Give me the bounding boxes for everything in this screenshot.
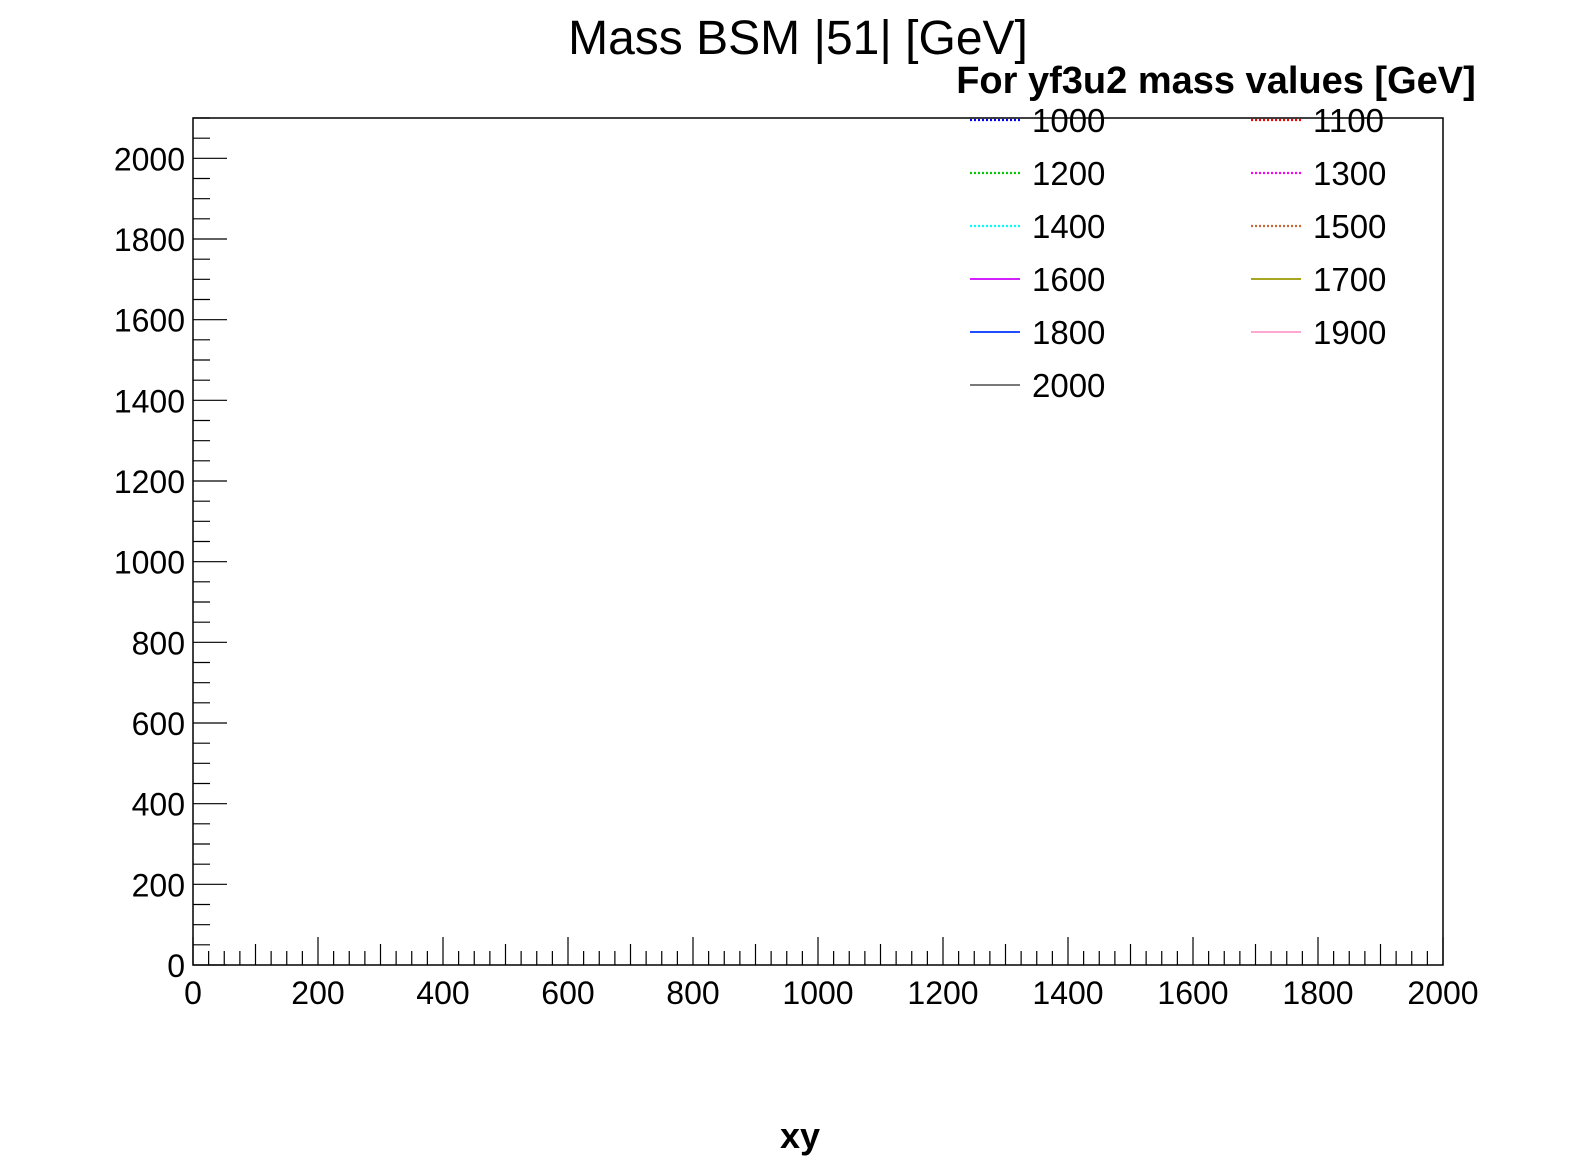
x-tick-label: 1000 [782,975,853,1011]
x-tick-label: 600 [541,975,594,1011]
legend-item-label: 1000 [1032,102,1105,139]
legend-item-label: 1300 [1313,155,1386,192]
y-tick-label: 600 [132,706,185,742]
x-tick-label: 0 [184,975,202,1011]
y-tick-label: 2000 [114,141,185,177]
legend-item-label: 1400 [1032,208,1105,245]
legend-item-label: 1800 [1032,314,1105,351]
y-tick-label: 1200 [114,464,185,500]
chart-title: Mass BSM |51| [GeV] [568,12,1028,65]
x-axis-label: xy [780,1115,820,1156]
x-tick-label: 1800 [1282,975,1353,1011]
x-tick-label: 2000 [1407,975,1478,1011]
y-tick-label: 200 [132,867,185,903]
legend-item-label: 1600 [1032,261,1105,298]
legend-item-label: 1700 [1313,261,1386,298]
x-tick-label: 400 [416,975,469,1011]
y-tick-label: 400 [132,787,185,823]
legend-item-label: 1900 [1313,314,1386,351]
legend-title: For yf3u2 mass values [GeV] [956,60,1476,102]
legend-item-label: 2000 [1032,367,1105,404]
y-tick-label: 1000 [114,545,185,581]
y-tick-label: 0 [167,948,185,984]
y-tick-label: 800 [132,625,185,661]
legend-item-label: 1500 [1313,208,1386,245]
y-tick-label: 1800 [114,222,185,258]
x-tick-label: 800 [666,975,719,1011]
x-axis: 0 200 400 600 800 1000 1200 1400 1600 1800 2000 [184,937,1479,1011]
y-axis: 0 200 400 600 800 1000 1200 1400 1600 1800 2000 [114,117,227,984]
x-tick-label: 200 [291,975,344,1011]
x-tick-label: 1600 [1157,975,1228,1011]
x-tick-label: 1400 [1032,975,1103,1011]
y-tick-label: 1600 [114,303,185,339]
legend-item-label: 1100 [1313,102,1384,139]
legend: For yf3u2 mass values [GeV] 1000 1100 1200… [956,60,1476,404]
legend-item-label: 1200 [1032,155,1105,192]
x-tick-label: 1200 [907,975,978,1011]
y-tick-label: 1400 [114,383,185,419]
plot-frame [192,117,1444,966]
